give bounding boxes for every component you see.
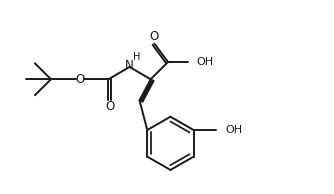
Text: O: O xyxy=(105,100,115,113)
Text: OH: OH xyxy=(225,125,242,135)
Text: OH: OH xyxy=(197,57,214,67)
Text: O: O xyxy=(150,30,159,43)
Text: O: O xyxy=(75,73,85,86)
Text: H: H xyxy=(133,52,140,62)
Text: N: N xyxy=(125,59,134,72)
